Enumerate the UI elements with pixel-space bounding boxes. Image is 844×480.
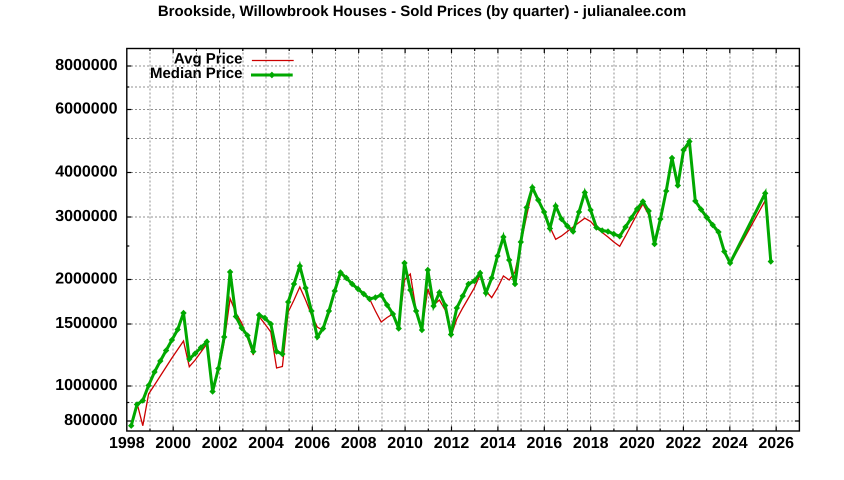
svg-text:1000000: 1000000 (55, 377, 117, 394)
svg-text:Brookside, Willowbrook Houses: Brookside, Willowbrook Houses - Sold Pri… (158, 3, 686, 20)
svg-text:4000000: 4000000 (55, 164, 117, 181)
svg-text:2000: 2000 (155, 435, 191, 452)
svg-text:Median Price: Median Price (150, 65, 243, 82)
svg-text:6000000: 6000000 (55, 101, 117, 118)
svg-text:2024: 2024 (712, 435, 748, 452)
svg-text:2026: 2026 (758, 435, 794, 452)
svg-text:2006: 2006 (295, 435, 331, 452)
svg-text:800000: 800000 (64, 412, 117, 429)
svg-text:2016: 2016 (527, 435, 563, 452)
svg-text:8000000: 8000000 (55, 57, 117, 74)
svg-text:2010: 2010 (387, 435, 423, 452)
svg-text:2002: 2002 (202, 435, 238, 452)
svg-text:2012: 2012 (434, 435, 470, 452)
svg-text:2004: 2004 (248, 435, 284, 452)
svg-text:2014: 2014 (480, 435, 516, 452)
svg-text:Avg Price: Avg Price (174, 51, 243, 68)
svg-text:2008: 2008 (341, 435, 377, 452)
svg-text:3000000: 3000000 (55, 208, 117, 225)
svg-text:2000000: 2000000 (55, 271, 117, 288)
svg-text:2018: 2018 (573, 435, 609, 452)
svg-text:1500000: 1500000 (55, 315, 117, 332)
svg-text:2022: 2022 (666, 435, 702, 452)
svg-text:1998: 1998 (109, 435, 145, 452)
svg-text:2020: 2020 (619, 435, 655, 452)
